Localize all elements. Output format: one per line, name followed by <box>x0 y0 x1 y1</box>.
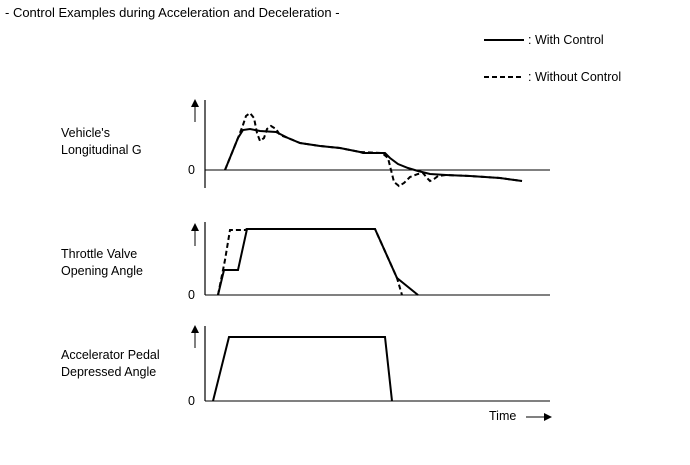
zero-label-accelerator-pedal: 0 <box>188 394 195 408</box>
legend-without-control: : Without Control <box>484 70 621 84</box>
dashed-line-swatch <box>484 76 524 78</box>
with-control-curve-throttle-valve <box>217 228 419 296</box>
time-axis-label: Time <box>489 409 517 423</box>
row-label-throttle-valve: Throttle Valve Opening Angle <box>61 247 144 278</box>
with-control-curve-accelerator-pedal <box>212 336 393 402</box>
legend-with-control: : With Control <box>484 33 604 47</box>
panel-longitudinal-g <box>191 99 550 188</box>
panel-accelerator-pedal <box>191 325 550 402</box>
legend-with-control-label: : With Control <box>528 33 604 47</box>
without-control-curve-longitudinal-g <box>224 111 523 188</box>
legend-without-control-label: : Without Control <box>528 70 622 84</box>
panel-throttle-valve <box>191 222 550 296</box>
solid-line-swatch <box>484 39 524 41</box>
row-label-longitudinal-g: Vehicle's Longitudinal G <box>61 126 142 157</box>
with-control-curve-longitudinal-g <box>224 127 523 182</box>
zero-label-longitudinal-g: 0 <box>188 163 195 177</box>
row-label-accelerator-pedal: Accelerator Pedal Depressed Angle <box>61 348 160 379</box>
zero-label-throttle-valve: 0 <box>188 288 195 302</box>
page-title: - Control Examples during Acceleration a… <box>5 5 340 20</box>
